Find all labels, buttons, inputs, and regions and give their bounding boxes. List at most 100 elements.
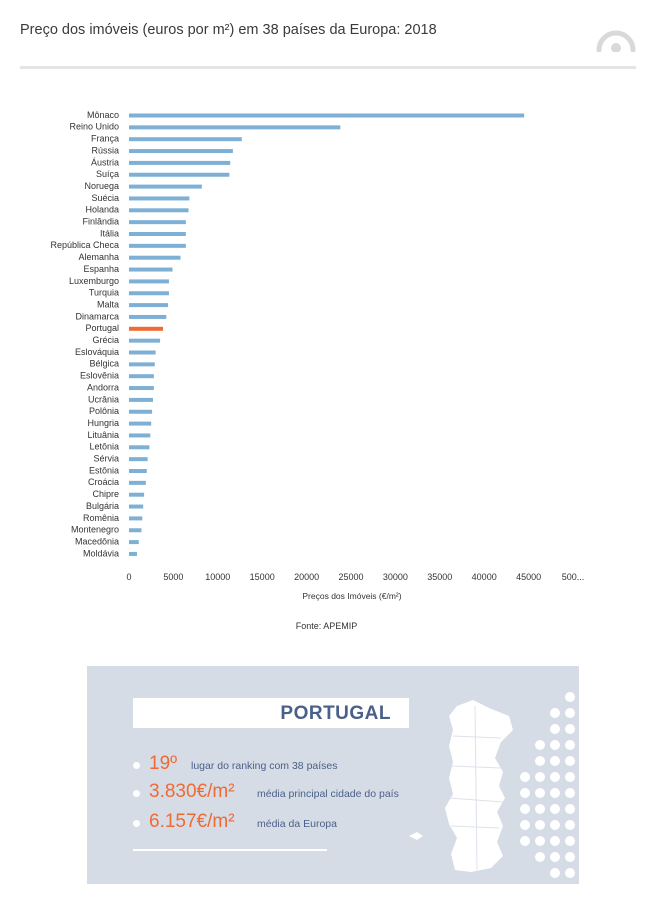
x-axis-title: Preços dos Imóveis (€/m²) xyxy=(302,591,401,601)
stat-value: 3.830€/m² xyxy=(149,781,235,802)
bar xyxy=(129,528,142,533)
bar xyxy=(129,480,146,485)
category-label: Lituânia xyxy=(87,430,119,440)
stat-value: 6.157€/m² xyxy=(149,811,235,832)
category-label: República Checa xyxy=(50,240,119,250)
x-tick-label: 25000 xyxy=(338,572,363,582)
bar xyxy=(129,220,186,225)
category-label: Alemanha xyxy=(78,252,119,262)
bar xyxy=(129,433,151,438)
portugal-map-icon xyxy=(409,692,575,878)
category-label: Suécia xyxy=(91,193,119,203)
category-label: Grécia xyxy=(92,335,119,345)
bar xyxy=(129,516,143,521)
category-label: Holanda xyxy=(85,205,119,215)
x-tick-label: 500... xyxy=(562,572,585,582)
category-label: Áustria xyxy=(91,157,119,167)
x-tick-label: 45000 xyxy=(516,572,541,582)
bar xyxy=(129,386,154,391)
category-label: Macedônia xyxy=(75,536,119,546)
bar xyxy=(129,338,161,343)
category-label: Moldávia xyxy=(83,548,119,558)
source-note: Fonte: APEMIP xyxy=(295,621,358,631)
category-label: Sérvia xyxy=(93,454,119,464)
bar xyxy=(129,303,169,308)
bar xyxy=(129,540,139,545)
bullet-icon xyxy=(133,820,140,827)
category-label: Letônia xyxy=(89,442,119,452)
page-title: Preço dos imóveis (euros por m²) em 38 p… xyxy=(20,22,437,38)
category-label: Romênia xyxy=(83,513,119,523)
category-label: Itália xyxy=(100,228,119,238)
category-label: Montenegro xyxy=(71,525,119,535)
stat-label: média da Europa xyxy=(257,818,337,830)
stat-label: lugar do ranking com 38 países xyxy=(191,760,338,772)
bar xyxy=(129,492,145,497)
category-label: Turquia xyxy=(89,288,119,298)
bar xyxy=(129,350,156,355)
category-label: França xyxy=(91,134,119,144)
bar xyxy=(129,421,152,426)
x-tick-label: 30000 xyxy=(383,572,408,582)
x-tick-label: 20000 xyxy=(294,572,319,582)
banner-title: PORTUGAL xyxy=(280,703,391,724)
bar xyxy=(129,125,341,130)
category-label: Malta xyxy=(97,299,119,309)
bar xyxy=(129,362,155,367)
logo-icon xyxy=(596,30,636,52)
bar xyxy=(129,208,189,213)
bar xyxy=(129,149,233,154)
bar xyxy=(129,397,153,402)
bar xyxy=(129,113,525,118)
category-label: Polônia xyxy=(89,406,119,416)
category-label: Finlândia xyxy=(82,217,119,227)
bar xyxy=(129,551,137,556)
category-label: Dinamarca xyxy=(75,311,119,321)
bar xyxy=(129,504,144,509)
x-tick-label: 0 xyxy=(126,572,131,582)
portugal-banner: PORTUGAL xyxy=(133,698,409,728)
category-label: Bulgária xyxy=(86,501,119,511)
bar xyxy=(129,291,169,296)
category-label: Eslováquia xyxy=(75,347,119,357)
bar xyxy=(129,445,150,450)
bar xyxy=(129,267,173,272)
category-label: Luxemburgo xyxy=(69,276,119,286)
bar xyxy=(129,160,231,165)
category-label: Bélgica xyxy=(89,359,119,369)
x-tick-label: 40000 xyxy=(472,572,497,582)
category-label: Ucrânia xyxy=(88,394,119,404)
category-label: Noruega xyxy=(84,181,119,191)
bar xyxy=(129,172,230,177)
bar xyxy=(129,279,169,284)
stat-value: 19º xyxy=(149,753,178,774)
category-label: Reino Unido xyxy=(69,122,119,132)
header-divider xyxy=(20,66,636,69)
x-tick-label: 35000 xyxy=(427,572,452,582)
category-label: Hungria xyxy=(87,418,119,428)
category-label: Croácia xyxy=(88,477,119,487)
portugal-panel: PORTUGAL 19º lugar do ranking com 38 paí… xyxy=(87,666,579,884)
bar xyxy=(129,243,186,248)
category-label: Portugal xyxy=(85,323,119,333)
x-tick-label: 5000 xyxy=(163,572,183,582)
category-label: Espanha xyxy=(83,264,119,274)
bar xyxy=(129,457,148,462)
stat-label: média principal cidade do país xyxy=(257,788,399,800)
bar xyxy=(129,255,181,260)
x-tick-label: 15000 xyxy=(250,572,275,582)
category-label: Eslovênia xyxy=(80,371,119,381)
bar xyxy=(129,196,190,201)
category-label: Suíça xyxy=(96,169,119,179)
category-label: Andorra xyxy=(87,382,119,392)
bar xyxy=(129,184,202,189)
category-label: Chipre xyxy=(92,489,119,499)
bullet-icon xyxy=(133,762,140,769)
bar xyxy=(129,137,242,142)
category-label: Estônia xyxy=(89,465,119,475)
x-tick-label: 10000 xyxy=(205,572,230,582)
bullet-icon xyxy=(133,790,140,797)
panel-divider xyxy=(133,849,327,851)
bar xyxy=(129,232,186,236)
